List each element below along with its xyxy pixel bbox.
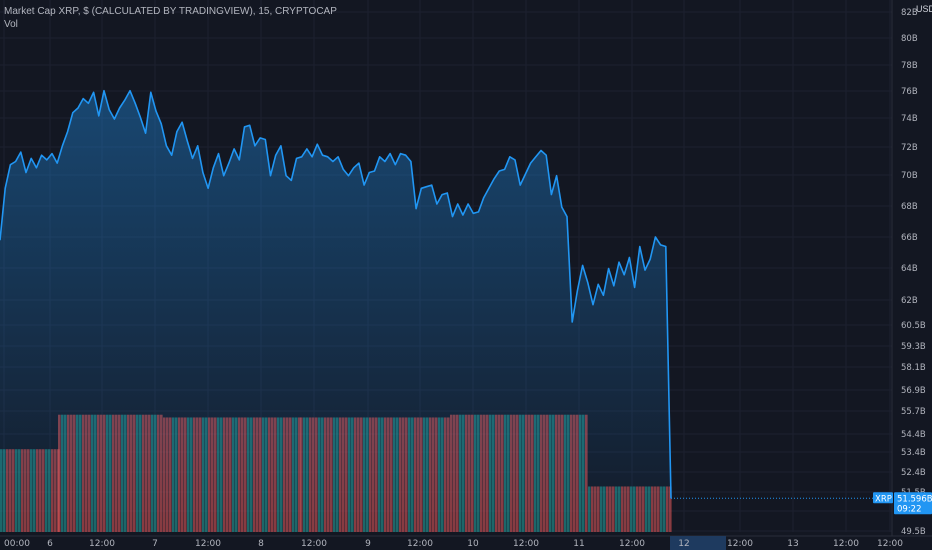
x-tick-label: 12:00 — [513, 539, 539, 549]
volume-indicator-label: Vol — [4, 19, 18, 30]
last-value-label: 51.596B — [897, 494, 932, 504]
y-tick-label: 80B — [901, 34, 918, 44]
last-value-label-bg — [894, 492, 932, 515]
currency-badge[interactable]: USD — [916, 4, 932, 14]
y-tick-label: 52.4B — [901, 468, 926, 478]
x-tick-label: 12:00 — [89, 539, 115, 549]
x-tick-label: 12:00 — [727, 539, 753, 549]
symbol-label-bg — [873, 492, 893, 504]
y-tick-label: 74B — [901, 114, 918, 124]
y-tick-label: 56.9B — [901, 386, 926, 396]
x-tick-label: 8 — [258, 539, 264, 549]
y-tick-label: 68B — [901, 202, 918, 212]
x-tick-label: 13 — [787, 539, 798, 549]
y-tick-label: 49.5B — [901, 527, 926, 537]
x-tick-label: 6 — [47, 539, 53, 549]
y-tick-label: 78B — [901, 61, 918, 71]
price-area-fill — [0, 90, 671, 532]
y-tick-label: 58.1B — [901, 363, 926, 373]
y-tick-label: 60.5B — [901, 321, 926, 331]
y-tick-label: 54.4B — [901, 430, 926, 440]
y-tick-label: 70B — [901, 171, 918, 181]
x-tick-label: 9 — [365, 539, 371, 549]
x-tick-label: 12:00 — [301, 539, 327, 549]
x-tick-label: 00:00 — [4, 539, 30, 549]
x-tick-label: 12:00 — [195, 539, 221, 549]
x-tick-label: 11 — [573, 539, 584, 549]
y-tick-label: 59.3B — [901, 342, 926, 352]
price-line — [0, 89, 672, 499]
x-tick-label: 12 — [678, 539, 689, 549]
x-tick-label: 12:00 — [407, 539, 433, 549]
chart-legend: Market Cap XRP, $ (CALCULATED BY TRADING… — [4, 5, 337, 31]
y-tick-label: 72B — [901, 143, 918, 153]
y-axis-background — [892, 0, 932, 550]
countdown-label: 09:22 — [897, 504, 922, 514]
y-tick-label: 82B — [901, 8, 918, 18]
x-tick-label: 7 — [152, 539, 158, 549]
y-tick-label: 66B — [901, 233, 918, 243]
y-tick-label: 76B — [901, 87, 918, 97]
chart-title: Market Cap XRP, $ (CALCULATED BY TRADING… — [4, 6, 337, 17]
x-tick-label: 10 — [467, 539, 479, 549]
y-tick-label: 62B — [901, 296, 918, 306]
y-tick-label: 55.7B — [901, 407, 926, 417]
x-tick-label: 12:00 — [877, 539, 903, 549]
x-tick-label: 12:00 — [619, 539, 645, 549]
x-tick-label: 12:00 — [833, 539, 859, 549]
y-tick-label: 64B — [901, 264, 918, 274]
x-tick-highlight — [670, 536, 726, 550]
y-tick-label: 53.4B — [901, 448, 926, 458]
symbol-label: XRP — [875, 494, 892, 504]
